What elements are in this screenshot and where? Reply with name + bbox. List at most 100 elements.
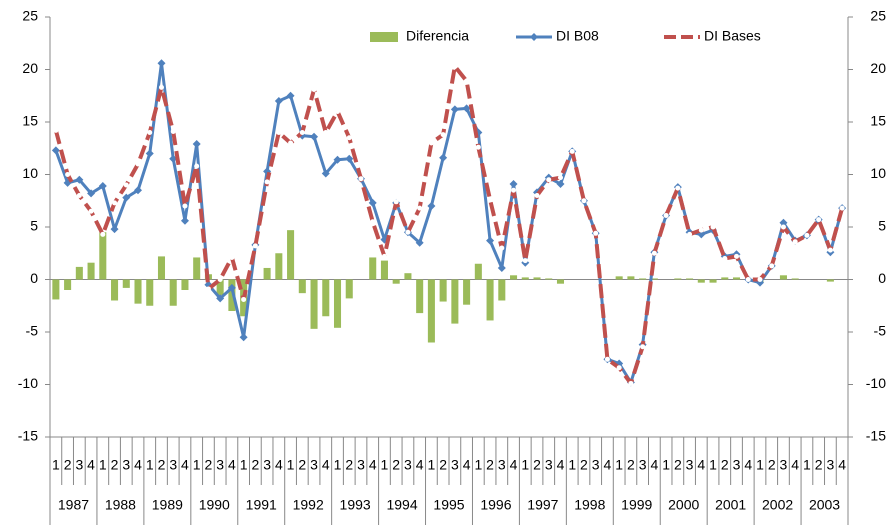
marker: [415, 238, 424, 247]
x-tick-label: 1: [146, 457, 154, 473]
bar: [345, 279, 353, 299]
x-tick-label: 2: [158, 457, 166, 473]
marker: [358, 176, 364, 182]
year-label: 1990: [199, 497, 230, 513]
x-tick-label: 3: [404, 457, 412, 473]
y2-tick-label: -10: [866, 375, 886, 391]
marker: [393, 199, 399, 205]
marker: [745, 277, 751, 282]
y2-tick-label: -15: [866, 428, 886, 444]
bar: [263, 267, 271, 280]
marker: [323, 130, 329, 135]
marker: [194, 163, 200, 169]
marker: [276, 130, 282, 135]
bar: [64, 279, 72, 290]
year-label: 1989: [152, 497, 183, 513]
x-tick-label: 1: [709, 457, 717, 473]
bar: [697, 279, 705, 283]
x-tick-label: 1: [521, 457, 529, 473]
bar: [275, 253, 283, 280]
marker: [217, 277, 223, 282]
marker: [346, 135, 352, 141]
x-tick-label: 3: [357, 457, 365, 473]
bar: [627, 276, 635, 280]
x-tick-label: 4: [463, 457, 471, 473]
x-tick-label: 4: [604, 457, 612, 473]
marker: [780, 224, 786, 230]
marker: [333, 155, 342, 164]
marker: [487, 197, 493, 203]
y2-tick-label: 10: [870, 165, 886, 181]
y-tick-label: 5: [30, 218, 38, 234]
x-tick-label: 2: [768, 457, 776, 473]
marker: [439, 153, 448, 162]
marker: [345, 154, 354, 163]
year-label: 2000: [668, 497, 699, 513]
bar: [322, 279, 330, 317]
x-tick-label: 4: [87, 457, 95, 473]
year-label: 1996: [480, 497, 511, 513]
marker: [604, 356, 610, 362]
bar: [639, 278, 647, 280]
x-tick-label: 4: [791, 457, 799, 473]
x-tick-label: 2: [674, 457, 682, 473]
marker: [227, 283, 236, 292]
bar: [510, 275, 518, 280]
bar: [474, 263, 482, 280]
marker: [135, 161, 141, 167]
bar: [287, 230, 295, 280]
y-tick-label: 25: [22, 8, 38, 24]
bar: [122, 279, 130, 288]
marker: [53, 127, 59, 133]
marker: [134, 186, 143, 195]
y-tick-label: 20: [22, 60, 38, 76]
x-tick-label: 2: [64, 457, 72, 473]
x-tick-label: 1: [756, 457, 764, 473]
marker: [427, 202, 436, 210]
x-tick-label: 2: [251, 457, 259, 473]
x-tick-label: 3: [733, 457, 741, 473]
x-tick-label: 3: [639, 457, 647, 473]
year-label: 1987: [58, 497, 89, 513]
marker: [252, 243, 258, 249]
marker: [100, 231, 106, 237]
bar: [427, 279, 435, 343]
marker: [640, 344, 646, 350]
x-tick-label: 3: [498, 457, 506, 473]
x-tick-label: 1: [615, 457, 623, 473]
marker: [651, 250, 657, 256]
marker: [310, 132, 319, 141]
bar: [134, 279, 142, 304]
x-tick-label: 2: [815, 457, 823, 473]
x-tick-label: 3: [122, 457, 130, 473]
marker: [87, 189, 96, 198]
x-tick-label: 4: [181, 457, 189, 473]
year-label: 1988: [105, 497, 136, 513]
marker: [98, 182, 107, 191]
marker: [123, 182, 129, 188]
marker: [722, 256, 728, 261]
marker: [182, 203, 188, 209]
bar: [439, 279, 447, 302]
bar: [99, 232, 107, 280]
bar: [75, 266, 83, 280]
bar: [146, 279, 154, 306]
marker: [827, 247, 833, 253]
y-tick-label: 0: [30, 270, 38, 286]
bar: [169, 279, 177, 306]
marker: [288, 140, 294, 146]
marker: [405, 229, 411, 235]
y-tick-label: 10: [22, 165, 38, 181]
bar: [779, 275, 787, 280]
x-tick-label: 3: [169, 457, 177, 473]
bar: [392, 279, 400, 284]
marker: [122, 193, 131, 202]
marker: [264, 179, 270, 185]
x-tick-label: 2: [345, 457, 353, 473]
x-tick-label: 4: [228, 457, 236, 473]
x-tick-label: 4: [369, 457, 377, 473]
bar: [486, 279, 494, 321]
bar: [87, 262, 95, 280]
bar: [498, 279, 506, 301]
